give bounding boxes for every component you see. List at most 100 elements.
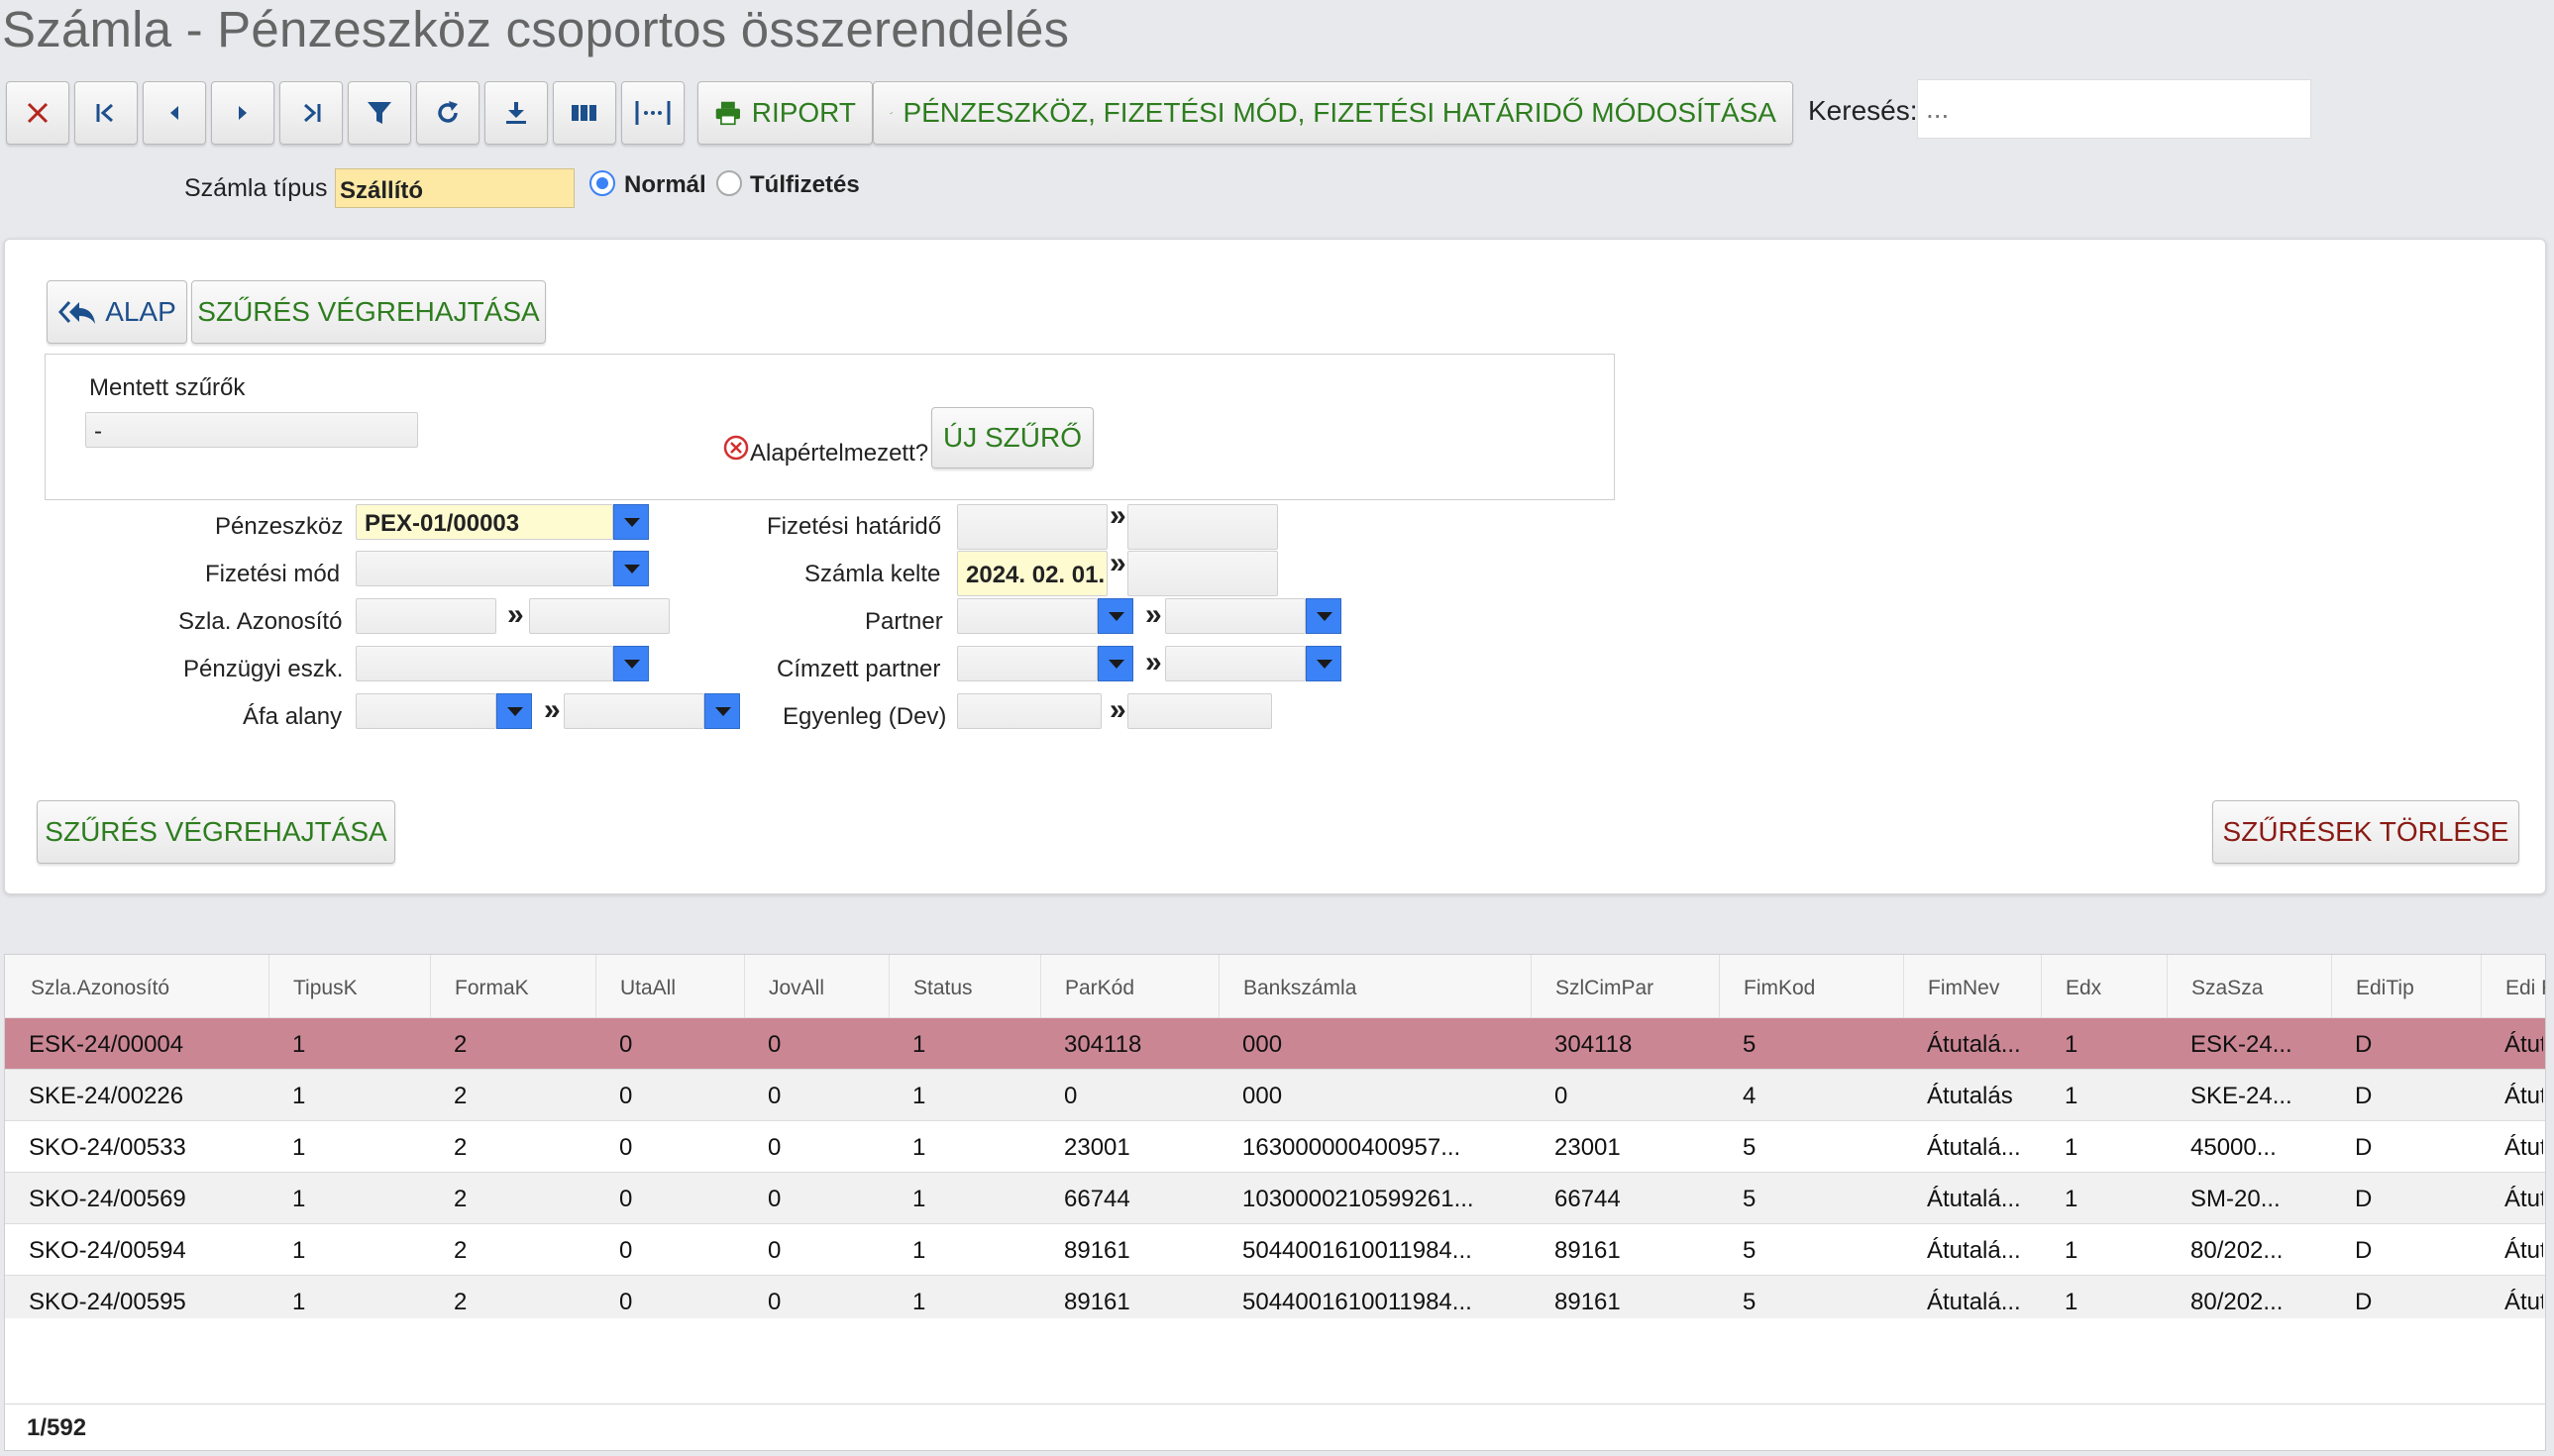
- table-cell: 0: [768, 1237, 782, 1264]
- table-cell: 1: [912, 1134, 926, 1161]
- table-row[interactable]: SKO-24/00569 1 2 0 0 1 66744 1030000210599261..…: [5, 1173, 2545, 1224]
- close-icon: [27, 102, 49, 124]
- szla-azonosito-label: Szla. Azonosító: [178, 608, 343, 635]
- szamla-kelte-from[interactable]: 2024. 02. 01.: [957, 551, 1108, 596]
- table-row[interactable]: SKO-24/00594 1 2 0 0 1 89161 5044001610011984..…: [5, 1224, 2545, 1276]
- table-cell: 0: [768, 1134, 782, 1161]
- modify-payment-button[interactable]: PÉNZESZKÖZ, FIZETÉSI MÓD, FIZETÉSI HATÁR…: [873, 81, 1793, 145]
- column-header[interactable]: FimKod: [1719, 955, 1903, 1018]
- table-cell: 2: [454, 1031, 468, 1058]
- table-cell: 1: [292, 1186, 306, 1212]
- column-header[interactable]: EdiTip: [2331, 955, 2481, 1018]
- table-cell: 0: [1554, 1083, 1568, 1109]
- fizetesi-hatarido-to[interactable]: [1127, 504, 1278, 550]
- table-cell: SKO-24/00594: [29, 1237, 186, 1264]
- close-button[interactable]: [6, 81, 69, 145]
- table-row[interactable]: SKE-24/00226 1 2 0 0 1 0 000 0 4 Átutalás 1 SKE-24..…: [5, 1070, 2545, 1121]
- run-filter-button-bottom[interactable]: SZŰRÉS VÉGREHAJTÁSA: [37, 800, 395, 864]
- invoice-type-label: Számla típus: [184, 174, 328, 202]
- report-label: RIPORT: [751, 97, 856, 128]
- invoice-type-field[interactable]: Szállító: [335, 168, 575, 208]
- range-separator: »: [507, 598, 524, 631]
- new-filter-button[interactable]: ÚJ SZŰRŐ: [931, 407, 1094, 468]
- table-cell: D: [2355, 1186, 2373, 1212]
- penzeszkoz-field[interactable]: PEX-01/00003: [356, 504, 613, 540]
- fizetesi-mod-dropdown[interactable]: [613, 551, 649, 586]
- prev-record-button[interactable]: [143, 81, 206, 145]
- partner-from[interactable]: [957, 598, 1098, 634]
- column-header[interactable]: SzaSza: [2167, 955, 2331, 1018]
- range-separator: »: [1145, 598, 1162, 631]
- table-row[interactable]: SKO-24/00533 1 2 0 0 1 23001 163000000400957...…: [5, 1121, 2545, 1173]
- table-cell: 2: [454, 1134, 468, 1161]
- table-cell: 163000000400957...: [1242, 1134, 1461, 1161]
- column-header[interactable]: TipusK: [268, 955, 430, 1018]
- table-row[interactable]: ESK-24/00004 1 2 0 0 1 304118 000 304118 5 Átutalá…: [5, 1018, 2545, 1070]
- download-button[interactable]: [484, 81, 548, 145]
- column-header[interactable]: ParKód: [1040, 955, 1219, 1018]
- cimzett-partner-to-dropdown[interactable]: [1306, 646, 1341, 681]
- clear-filters-button[interactable]: SZŰRÉSEK TÖRLÉSE: [2212, 800, 2519, 864]
- szla-azonosito-from[interactable]: [356, 598, 496, 634]
- afa-alany-from-dropdown[interactable]: [496, 693, 532, 729]
- columns-button[interactable]: [553, 81, 616, 145]
- afa-alany-to-dropdown[interactable]: [704, 693, 740, 729]
- cimzett-partner-from-dropdown[interactable]: [1098, 646, 1133, 681]
- table-cell: 89161: [1064, 1289, 1130, 1315]
- next-record-button[interactable]: [211, 81, 274, 145]
- table-cell: 304118: [1554, 1031, 1633, 1058]
- afa-alany-from[interactable]: [356, 693, 496, 729]
- table-cell: 1: [292, 1083, 306, 1109]
- range-separator: »: [1110, 547, 1126, 579]
- table-cell: 5044001610011984...: [1242, 1237, 1472, 1264]
- szla-azonosito-to[interactable]: [529, 598, 670, 634]
- afa-alany-to[interactable]: [564, 693, 704, 729]
- table-cell: ESK-24/00004: [29, 1031, 184, 1058]
- penzugyi-eszk-dropdown[interactable]: [613, 646, 649, 681]
- column-header[interactable]: Szla.Azonosító: [31, 977, 170, 999]
- column-header[interactable]: Edi F: [2481, 955, 2545, 1018]
- column-header[interactable]: Bankszámla: [1219, 955, 1531, 1018]
- partner-from-dropdown[interactable]: [1098, 598, 1133, 634]
- egyenleg-to[interactable]: [1127, 693, 1272, 729]
- cimzett-partner-to[interactable]: [1165, 646, 1306, 681]
- table-cell: 80/202...: [2190, 1289, 2284, 1315]
- search-input[interactable]: [1917, 79, 2311, 139]
- column-header[interactable]: UtaAll: [595, 955, 744, 1018]
- fizetesi-hatarido-from[interactable]: [957, 504, 1108, 550]
- table-cell: 89161: [1064, 1237, 1130, 1264]
- table-cell: 1: [2065, 1134, 2078, 1161]
- report-button[interactable]: RIPORT: [697, 81, 873, 145]
- radio-overpayment[interactable]: [716, 170, 742, 196]
- table-cell: 0: [619, 1134, 633, 1161]
- table-row[interactable]: SKO-24/00595 1 2 0 0 1 89161 5044001610011984..…: [5, 1276, 2545, 1318]
- egyenleg-from[interactable]: [957, 693, 1102, 729]
- column-header[interactable]: FimNev: [1903, 955, 2041, 1018]
- run-filter-button-top[interactable]: SZŰRÉS VÉGREHAJTÁSA: [191, 280, 546, 344]
- penzeszkoz-dropdown[interactable]: [613, 504, 649, 540]
- saved-filters-select[interactable]: -: [85, 412, 418, 448]
- alap-button[interactable]: ALAP: [47, 280, 187, 344]
- refresh-button[interactable]: [416, 81, 479, 145]
- partner-to-dropdown[interactable]: [1306, 598, 1341, 634]
- fizetesi-mod-field[interactable]: [356, 551, 613, 586]
- filter-button[interactable]: [348, 81, 411, 145]
- partner-to[interactable]: [1165, 598, 1306, 634]
- radio-normal[interactable]: [589, 170, 615, 196]
- cimzett-partner-from[interactable]: [957, 646, 1098, 681]
- last-record-button[interactable]: [279, 81, 343, 145]
- szamla-kelte-to[interactable]: [1127, 551, 1278, 596]
- first-record-button[interactable]: [74, 81, 138, 145]
- column-header[interactable]: FormaK: [430, 955, 595, 1018]
- table-cell: D: [2355, 1083, 2373, 1109]
- column-header[interactable]: SzlCimPar: [1531, 955, 1719, 1018]
- column-header[interactable]: Status: [889, 955, 1040, 1018]
- table-cell: 5: [1743, 1134, 1756, 1161]
- error-circle-icon: [723, 435, 749, 461]
- table-cell: Átutalá...: [1927, 1186, 2021, 1212]
- column-header[interactable]: JovAll: [744, 955, 889, 1018]
- column-width-button[interactable]: [621, 81, 685, 145]
- penzugyi-eszk-field[interactable]: [356, 646, 613, 681]
- table-cell: 0: [768, 1031, 782, 1058]
- column-header[interactable]: Edx: [2041, 955, 2167, 1018]
